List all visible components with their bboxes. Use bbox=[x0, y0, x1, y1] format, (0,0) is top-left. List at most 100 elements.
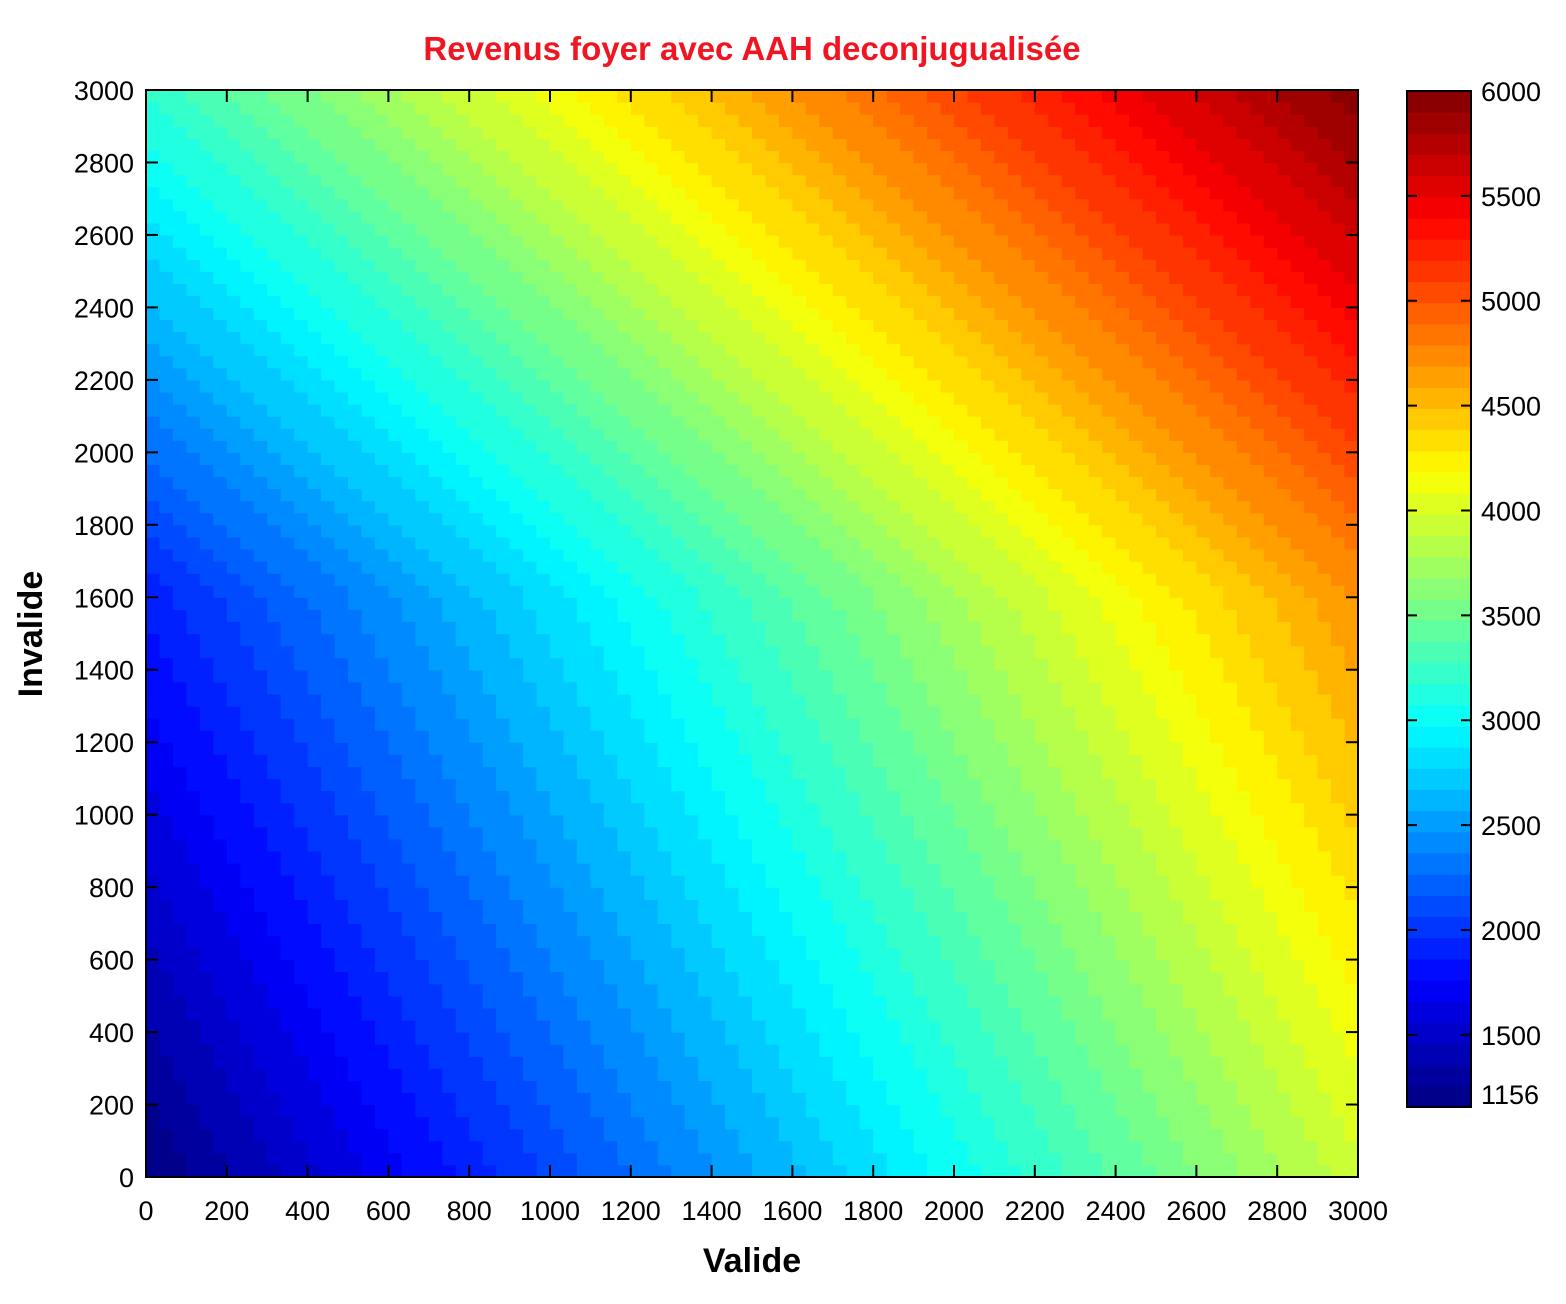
heatmap-cell bbox=[859, 174, 874, 188]
heatmap-cell bbox=[576, 548, 591, 562]
heatmap-cell bbox=[698, 754, 713, 767]
heatmap-cell bbox=[469, 512, 484, 526]
heatmap-cell bbox=[321, 995, 336, 1009]
heatmap-cell bbox=[738, 633, 753, 647]
heatmap-cell bbox=[348, 391, 363, 405]
heatmap-cell bbox=[186, 404, 201, 417]
heatmap-cell bbox=[805, 693, 820, 707]
heatmap-cell bbox=[321, 718, 336, 731]
heatmap-cell bbox=[684, 923, 699, 937]
heatmap-cell bbox=[361, 1152, 376, 1166]
heatmap-cell bbox=[765, 440, 780, 453]
heatmap-cell bbox=[550, 355, 565, 369]
heatmap-cell bbox=[563, 718, 578, 731]
heatmap-cell bbox=[401, 488, 416, 502]
heatmap-cell bbox=[684, 1056, 699, 1069]
heatmap-cell bbox=[873, 90, 888, 103]
heatmap-cell bbox=[805, 476, 820, 490]
heatmap-cell bbox=[172, 657, 187, 671]
heatmap-cell bbox=[832, 814, 847, 828]
heatmap-cell bbox=[374, 923, 389, 937]
heatmap-cell bbox=[563, 1019, 578, 1033]
heatmap-cell bbox=[590, 1019, 605, 1033]
heatmap-cell bbox=[321, 826, 336, 840]
heatmap-cell bbox=[401, 766, 416, 780]
heatmap-cell bbox=[469, 766, 484, 780]
heatmap-cell bbox=[792, 862, 807, 876]
heatmap-cell bbox=[711, 935, 726, 949]
heatmap-cell bbox=[455, 766, 470, 780]
heatmap-cell bbox=[819, 1092, 834, 1106]
heatmap-cell bbox=[496, 343, 511, 357]
heatmap-cell bbox=[819, 705, 834, 719]
heatmap-cell bbox=[226, 391, 241, 405]
heatmap-cell bbox=[778, 947, 793, 961]
heatmap-cell bbox=[428, 959, 443, 973]
heatmap-cell bbox=[752, 1164, 767, 1178]
heatmap-cell bbox=[240, 1044, 255, 1057]
heatmap-cell bbox=[280, 838, 295, 852]
heatmap-cell bbox=[186, 464, 201, 478]
heatmap-cell bbox=[859, 271, 874, 284]
heatmap-cell bbox=[819, 1007, 834, 1021]
heatmap-cell bbox=[267, 1116, 282, 1130]
heatmap-cell bbox=[455, 826, 470, 840]
heatmap-cell bbox=[873, 210, 888, 224]
heatmap-cell bbox=[172, 899, 187, 912]
heatmap-cell bbox=[469, 875, 484, 888]
heatmap-cell bbox=[186, 657, 201, 671]
heatmap-cell bbox=[563, 995, 578, 1009]
heatmap-cell bbox=[280, 307, 295, 321]
heatmap-cell bbox=[172, 1044, 187, 1057]
heatmap-cell bbox=[321, 379, 336, 393]
heatmap-cell bbox=[428, 367, 443, 381]
heatmap-cell bbox=[738, 597, 753, 610]
heatmap-cell bbox=[401, 935, 416, 949]
heatmap-cell bbox=[778, 440, 793, 453]
heatmap-cell bbox=[172, 307, 187, 321]
heatmap-cell bbox=[590, 355, 605, 369]
heatmap-cell bbox=[455, 271, 470, 284]
heatmap-cell bbox=[523, 198, 538, 212]
heatmap-cell bbox=[873, 754, 888, 767]
heatmap-cell bbox=[361, 488, 376, 502]
heatmap-cell bbox=[186, 307, 201, 321]
heatmap-cell bbox=[523, 428, 538, 441]
heatmap-cell bbox=[523, 790, 538, 804]
heatmap-cell bbox=[442, 1164, 457, 1178]
heatmap-cell bbox=[805, 838, 820, 852]
heatmap-cell bbox=[226, 1092, 241, 1106]
heatmap-cell bbox=[671, 947, 686, 961]
heatmap-cell bbox=[738, 234, 753, 248]
heatmap-cell bbox=[536, 102, 551, 115]
heatmap-cell bbox=[590, 259, 605, 272]
heatmap-cell bbox=[469, 416, 484, 429]
heatmap-cell bbox=[698, 585, 713, 598]
heatmap-cell bbox=[738, 778, 753, 792]
heatmap-cell bbox=[657, 1080, 672, 1094]
heatmap-cell bbox=[752, 633, 767, 647]
heatmap-cell bbox=[455, 693, 470, 707]
heatmap-cell bbox=[442, 935, 457, 949]
heatmap-cell bbox=[846, 307, 861, 321]
heatmap-cell bbox=[778, 186, 793, 200]
heatmap-cell bbox=[334, 561, 349, 574]
heatmap-cell bbox=[805, 247, 820, 260]
heatmap-cell bbox=[846, 947, 861, 961]
heatmap-cell bbox=[348, 283, 363, 296]
heatmap-cell bbox=[442, 355, 457, 369]
heatmap-cell bbox=[294, 621, 309, 635]
heatmap-cell bbox=[523, 730, 538, 743]
heatmap-cell bbox=[590, 573, 605, 586]
heatmap-cell bbox=[496, 1092, 511, 1106]
heatmap-cell bbox=[253, 947, 268, 961]
heatmap-cell bbox=[805, 995, 820, 1009]
heatmap-cell bbox=[401, 983, 416, 997]
heatmap-cell bbox=[819, 210, 834, 224]
heatmap-cell bbox=[267, 1056, 282, 1069]
heatmap-cell bbox=[428, 440, 443, 453]
heatmap-cell bbox=[361, 935, 376, 949]
heatmap-cell bbox=[159, 597, 174, 610]
heatmap-cell bbox=[698, 512, 713, 526]
heatmap-cell bbox=[523, 995, 538, 1009]
